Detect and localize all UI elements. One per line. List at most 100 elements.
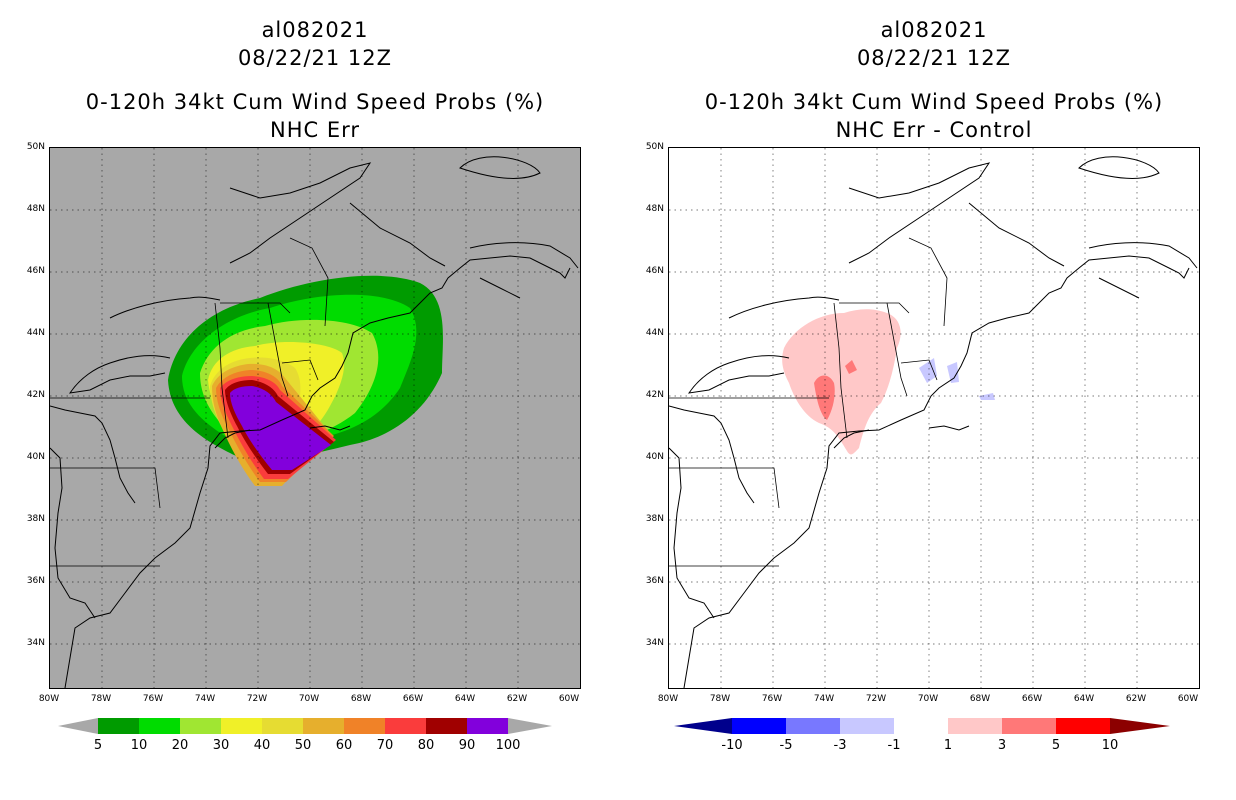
left-lon-label-66w: 66W: [402, 694, 424, 704]
left-colorbar-tick-80: 80: [417, 738, 435, 753]
right-title-date: 08/22/21 12Z: [856, 46, 1012, 70]
left-lat-label-36n: 36N: [26, 576, 45, 586]
right-title-product: 0-120h 34kt Cum Wind Speed Probs (%): [704, 90, 1164, 114]
left-lon-label-80w: 80W: [38, 694, 60, 704]
left-coastlines: [50, 156, 579, 688]
left-colorbar-tick-5: 5: [93, 738, 103, 753]
right-title-storm-id: al082021: [880, 18, 988, 42]
left-lon-label-76w: 76W: [142, 694, 164, 704]
left-colorbar-tick-60: 60: [335, 738, 353, 753]
left-colorbar-swatch-3: [221, 718, 262, 734]
left-colorbar-tick-50: 50: [294, 738, 312, 753]
right-lat-label-42n: 42N: [645, 390, 664, 400]
left-colorbar-tick-30: 30: [212, 738, 230, 753]
diff-area-neg-1-to-3-b: [947, 362, 959, 383]
left-lon-label-78w: 78W: [90, 694, 112, 704]
right-colorbar-tick-10: 10: [1101, 738, 1119, 753]
diff-area-neg-1-to-3-c: [979, 393, 995, 400]
right-lat-label-50n: 50N: [645, 142, 664, 152]
left-state-borders: [50, 237, 329, 567]
left-lat-label-38n: 38N: [26, 514, 45, 524]
diff-area-1-to-3: [782, 309, 901, 455]
right-difference-map: [668, 147, 1200, 689]
left-title-product: 0-120h 34kt Cum Wind Speed Probs (%): [85, 90, 545, 114]
left-lat-label-46n: 46N: [26, 266, 45, 276]
left-lon-label-62w: 62W: [506, 694, 528, 704]
right-lat-label-40n: 40N: [645, 452, 664, 462]
left-colorbar-tick-70: 70: [376, 738, 394, 753]
diff-area-3-to-5-b: [845, 360, 857, 374]
right-coastlines: [669, 156, 1198, 688]
left-lon-label-68w: 68W: [350, 694, 372, 704]
right-lon-label-74w: 74W: [813, 694, 835, 704]
left-colorbar-tick-90: 90: [458, 738, 476, 753]
left-lat-label-50n: 50N: [26, 142, 45, 152]
left-colorbar-swatch-0: [98, 718, 139, 734]
left-colorbar-swatch-7: [385, 718, 426, 734]
right-colorbar-tick-5: 5: [1051, 738, 1061, 753]
right-map-svg: [669, 148, 1199, 688]
right-lon-label-66w: 66W: [1021, 694, 1043, 704]
right-lon-label-64w: 64W: [1073, 694, 1095, 704]
left-title-date: 08/22/21 12Z: [237, 46, 393, 70]
prob-band-90: [230, 386, 331, 470]
left-lat-label-34n: 34N: [26, 638, 45, 648]
right-lat-label-46n: 46N: [645, 266, 664, 276]
right-colorbar-swatch-3: [894, 718, 948, 734]
right-lat-label-44n: 44N: [645, 328, 664, 338]
left-colorbar-swatch-6: [344, 718, 385, 734]
left-colorbar-swatch-4: [262, 718, 303, 734]
right-title-subtitle: NHC Err - Control: [835, 118, 1033, 142]
left-colorbar-high-arrow: [508, 718, 552, 734]
left-colorbar-swatch-9: [467, 718, 508, 734]
right-lon-label-72w: 72W: [865, 694, 887, 704]
left-colorbar-swatch-5: [303, 718, 344, 734]
left-colorbar-swatch-2: [180, 718, 221, 734]
right-colorbar-tick-neg1: -1: [887, 738, 901, 753]
right-lon-label-78w: 78W: [709, 694, 731, 704]
right-lon-label-60w: 60W: [1177, 694, 1199, 704]
right-colorbar-tick-3: 3: [997, 738, 1007, 753]
left-colorbar-tick-100: 100: [495, 738, 521, 753]
left-lon-label-74w: 74W: [194, 694, 216, 704]
left-title-storm-id: al082021: [261, 18, 369, 42]
right-lon-label-62w: 62W: [1125, 694, 1147, 704]
left-lat-label-44n: 44N: [26, 328, 45, 338]
right-colorbar-swatch-1: [786, 718, 840, 734]
right-lat-label-34n: 34N: [645, 638, 664, 648]
left-colorbar-tick-40: 40: [253, 738, 271, 753]
right-lat-label-36n: 36N: [645, 576, 664, 586]
right-colorbar-low-arrow: [674, 718, 732, 734]
right-state-borders: [669, 237, 948, 567]
left-title-subtitle: NHC Err: [269, 118, 360, 142]
left-colorbar-tick-10: 10: [130, 738, 148, 753]
left-lon-label-60w: 60W: [558, 694, 580, 704]
left-gridlines: [50, 148, 580, 688]
right-lon-label-80w: 80W: [657, 694, 679, 704]
right-lat-label-38n: 38N: [645, 514, 664, 524]
right-lat-label-48n: 48N: [645, 204, 664, 214]
left-colorbar-swatch-8: [426, 718, 467, 734]
left-colorbar: [58, 718, 552, 734]
right-colorbar-tick-neg10: -10: [721, 738, 743, 753]
right-colorbar-swatch-4: [948, 718, 1002, 734]
right-colorbar-tick-1: 1: [943, 738, 953, 753]
right-lon-label-68w: 68W: [969, 694, 991, 704]
left-lon-label-70w: 70W: [298, 694, 320, 704]
diff-area-neg-1-to-3-a: [919, 358, 937, 383]
right-colorbar-swatch-6: [1056, 718, 1110, 734]
left-lon-label-72w: 72W: [246, 694, 268, 704]
right-lon-label-70w: 70W: [917, 694, 939, 704]
left-lat-label-48n: 48N: [26, 204, 45, 214]
right-gridlines: [669, 148, 1199, 688]
left-lat-label-40n: 40N: [26, 452, 45, 462]
right-colorbar: [674, 718, 1170, 734]
left-lat-label-42n: 42N: [26, 390, 45, 400]
left-colorbar-tick-20: 20: [171, 738, 189, 753]
right-lon-label-76w: 76W: [761, 694, 783, 704]
left-probability-map: [49, 147, 581, 689]
right-colorbar-swatch-5: [1002, 718, 1056, 734]
right-colorbar-swatch-2: [840, 718, 894, 734]
left-colorbar-low-arrow: [58, 718, 98, 734]
right-colorbar-high-arrow: [1110, 718, 1170, 734]
